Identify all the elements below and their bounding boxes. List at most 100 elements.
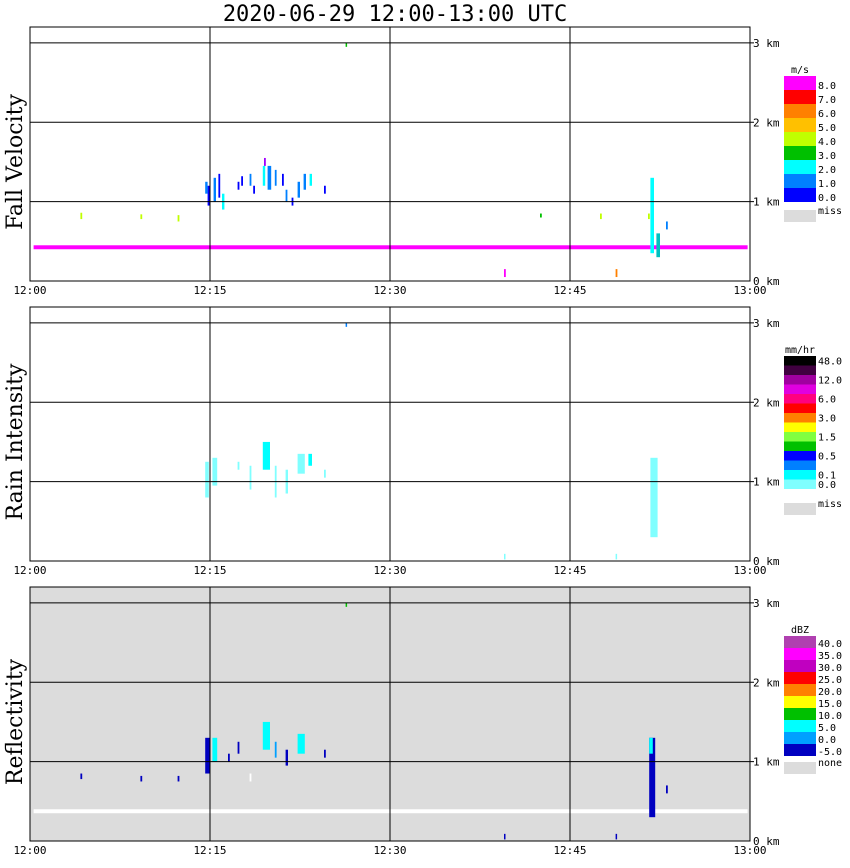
x-tick-label: 12:00 [13,564,46,577]
data-cell [650,177,654,254]
data-cell [205,181,208,194]
plot-frame [29,306,751,562]
data-cell [282,173,284,186]
data-cell [309,173,312,186]
chart-title: 2020-06-29 12:00-13:00 UTC [222,2,568,27]
legend-swatch [784,684,816,696]
data-cell [285,189,288,202]
legend-miss-label: none [818,758,842,769]
x-tick-label: 13:00 [733,284,766,297]
legend-label: 4.0 [818,137,836,148]
data-cell [274,169,277,186]
legend-label: 0.1 [818,471,836,482]
legend-label: 1.0 [818,179,836,190]
panel-2: 3 km 2 km 1 km 0 km 12:00 12:15 12:30 12:45 13:0… [3,586,842,857]
y-tick-label: 3 km [753,37,780,50]
data-cell [249,465,252,490]
y-tick-label: 1 km [753,756,780,769]
data-cell [297,733,305,754]
x-tick-label: 12:15 [193,564,226,577]
data-cell [177,775,180,782]
legend-swatch [784,356,816,366]
legend-label: 5.0 [818,123,836,134]
data-cell [285,749,288,766]
legend-label: 5.0 [818,723,836,734]
data-cell [324,469,326,478]
x-tick-label: 12:45 [553,844,586,857]
legend-swatch [784,636,816,648]
data-cell [212,737,218,762]
x-tick-label: 13:00 [733,564,766,577]
legend-swatch [784,696,816,708]
legend-label: 0.0 [818,480,836,491]
legend-label: 6.0 [818,395,836,406]
legend-miss-swatch [784,210,816,222]
data-cell [249,173,252,186]
data-cell [213,177,216,202]
legend-label: 7.0 [818,95,836,106]
data-cell [274,741,277,758]
legend-swatch [784,413,816,423]
data-cell [648,213,650,220]
data-cell [80,212,83,220]
y-tick-label: 3 km [753,317,780,330]
data-cell [218,173,221,198]
legend-label: 40.0 [818,639,842,650]
legend-label: 0.5 [818,452,836,463]
data-cell [262,165,266,186]
data-cell [504,553,506,560]
legend-label: -5.0 [818,747,842,758]
data-cell [262,721,270,750]
data-cell [140,214,143,220]
data-cell [205,461,209,498]
data-cell [33,245,748,250]
data-cell [615,553,618,560]
legend-label: 0.0 [818,193,836,204]
data-cell [264,157,266,166]
data-cell [205,737,210,774]
x-tick-label: 12:45 [553,564,586,577]
legend-swatch [784,90,816,104]
data-cell [237,741,240,754]
data-cell [666,785,668,794]
data-cell [324,185,326,194]
legend-swatch [784,720,816,732]
y-tick-label: 0 km [753,835,780,848]
data-cell [297,453,305,474]
data-cell [649,737,653,754]
panel-0: 3 km 2 km 1 km 0 km 12:00 12:15 12:30 12:45 13:0… [3,26,842,297]
data-cell [262,441,270,470]
x-tick-label: 12:15 [193,284,226,297]
data-cell [207,185,210,206]
data-cell [504,269,506,278]
legend-swatch [784,422,816,432]
legend-swatch [784,365,816,375]
x-tick-label: 12:30 [373,844,406,857]
legend-miss-label: miss [818,206,842,217]
legend-swatch [784,403,816,413]
y-axis-label: Rain Intensity [3,363,28,520]
y-tick-label: 0 km [753,275,780,288]
legend-swatch [784,451,816,461]
legend-swatch [784,470,816,480]
legend-unit: m/s [791,65,809,76]
data-cell [303,173,306,190]
legend-swatch [784,672,816,684]
legend-label: 3.0 [818,414,836,425]
data-cell [297,181,300,198]
data-cell [650,457,658,538]
data-cell [177,215,180,222]
data-cell [324,749,326,758]
legend-unit: mm/hr [785,345,815,356]
legend-swatch [784,384,816,394]
y-tick-label: 2 km [753,396,780,409]
legend-label: 1.5 [818,433,836,444]
x-tick-label: 12:45 [553,284,586,297]
legend-swatch [784,118,816,132]
legend-swatch [784,479,816,489]
data-cell [345,42,348,47]
legend-label: 25.0 [818,675,842,686]
y-tick-label: 3 km [753,597,780,610]
legend-label: 12.0 [818,376,842,387]
legend-swatch [784,489,816,495]
